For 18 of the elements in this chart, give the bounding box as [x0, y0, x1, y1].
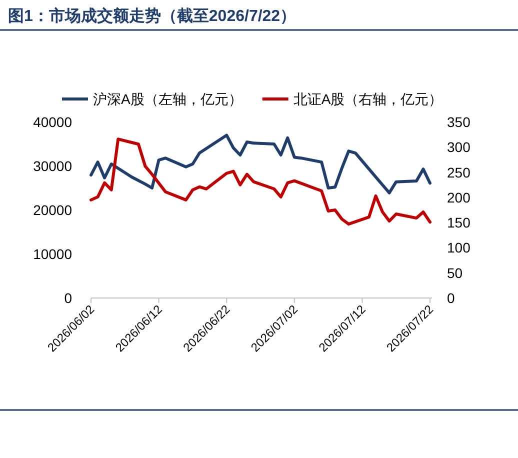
line-series: [90, 134, 432, 194]
y-tick-label: 30000: [33, 158, 72, 174]
y2-tick-label: 150: [447, 214, 471, 231]
y-tick-label: 20000: [33, 202, 72, 218]
y2-tick-label: 50: [447, 264, 463, 281]
y2-tick-label: 250: [447, 164, 471, 180]
y2-tick-label: 300: [447, 139, 471, 156]
y-tick-label: 40000: [33, 114, 72, 130]
y2-tick-label: 0: [447, 290, 455, 306]
line-series: [90, 138, 432, 226]
y2-tick-label: 350: [447, 114, 471, 130]
legend-label: 北证A股（右轴，亿元）: [293, 91, 443, 107]
chart-title: 图1：市场成交额走势（截至2026/7/22）: [8, 6, 296, 25]
y-tick-label: 10000: [33, 246, 72, 262]
y2-tick-label: 200: [447, 189, 471, 206]
y-tick-label: 0: [64, 290, 72, 306]
y2-tick-label: 100: [447, 240, 471, 256]
legend-label: 沪深A股（左轴，亿元）: [93, 91, 242, 107]
